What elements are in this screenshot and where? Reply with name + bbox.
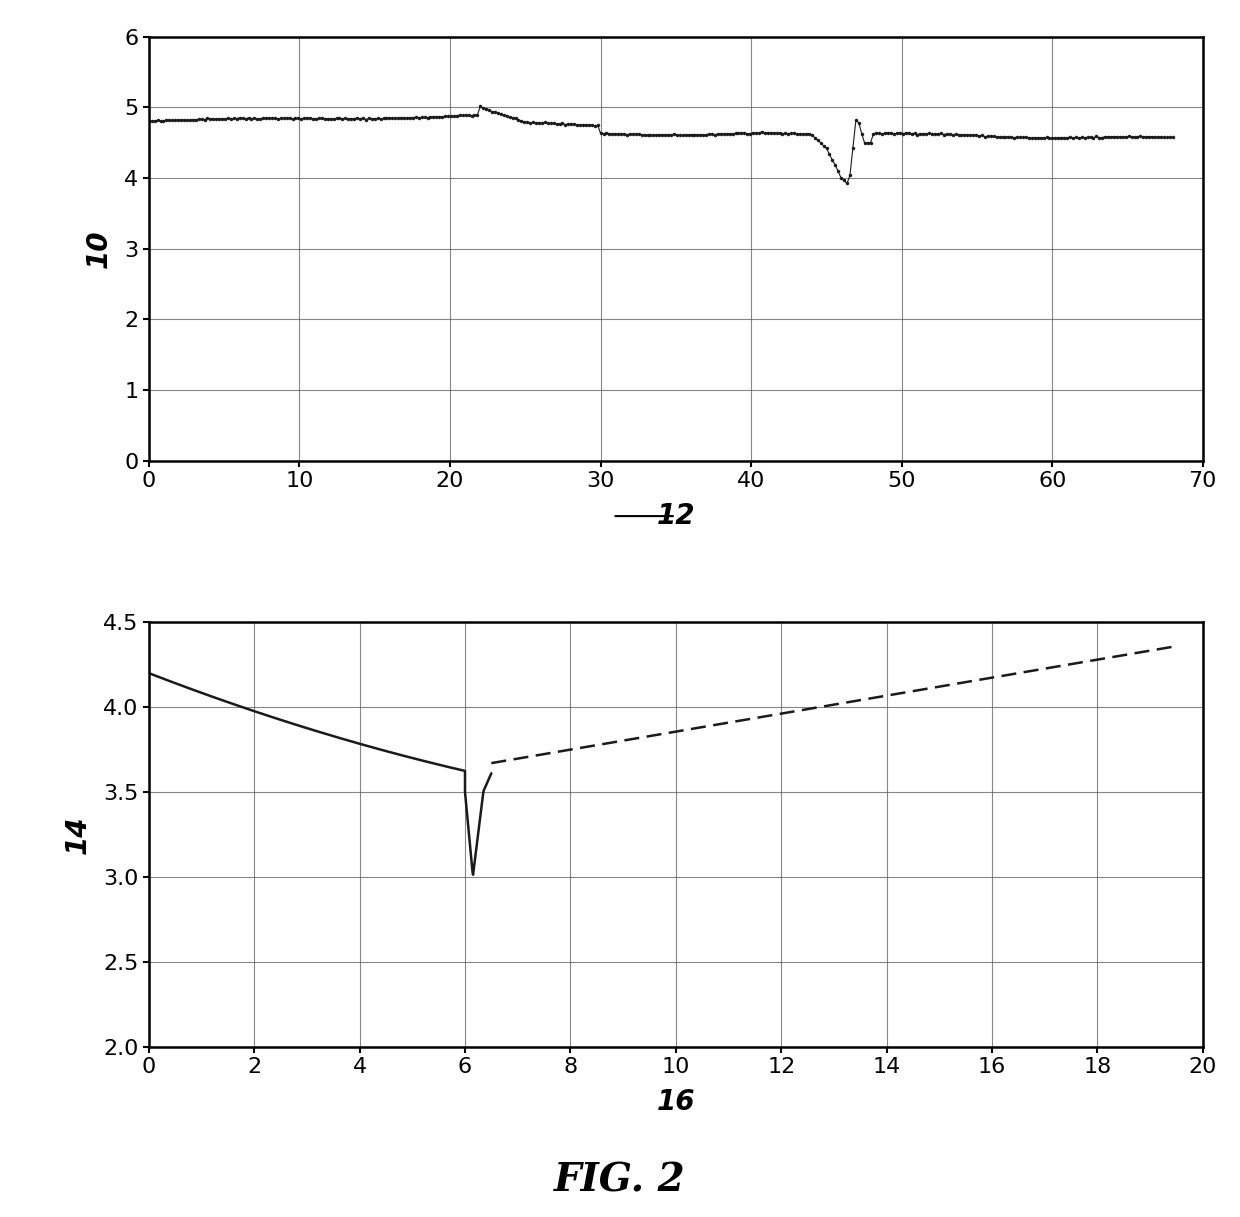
Text: FIG. 2: FIG. 2: [554, 1161, 686, 1200]
Y-axis label: 14: 14: [64, 815, 92, 853]
X-axis label: 16: 16: [656, 1088, 696, 1116]
Y-axis label: 10: 10: [86, 230, 113, 268]
X-axis label: 12: 12: [656, 503, 696, 531]
